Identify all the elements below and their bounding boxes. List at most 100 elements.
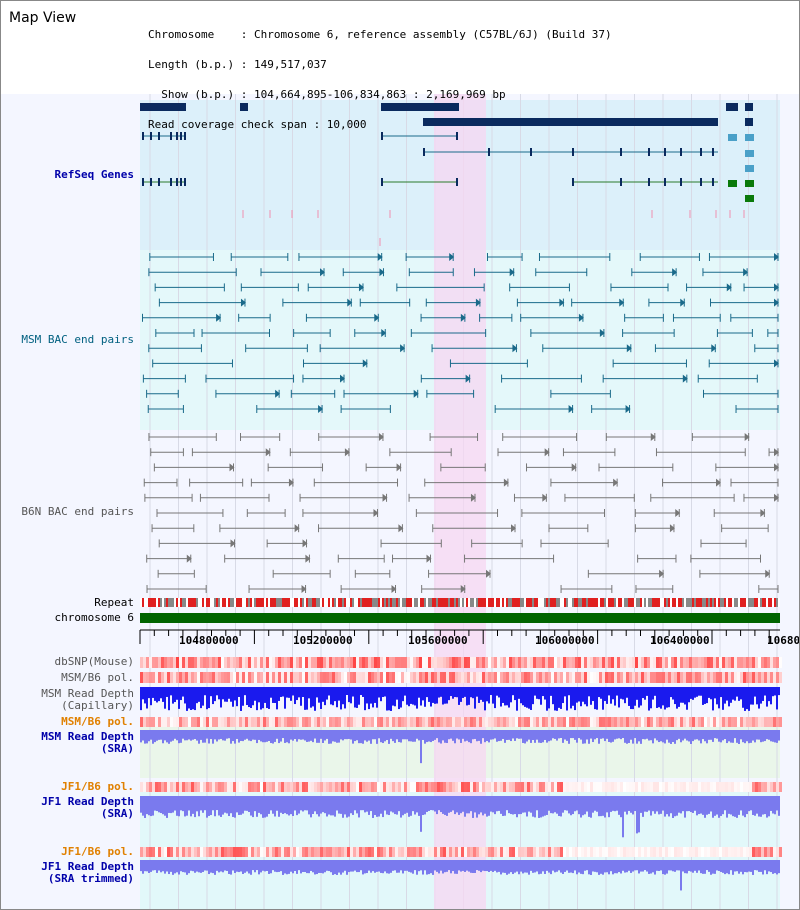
sra-depth-bar bbox=[620, 860, 622, 874]
polymorphism-cell bbox=[293, 717, 296, 727]
polymorphism-cell bbox=[767, 717, 770, 727]
polymorphism-cell bbox=[335, 717, 338, 727]
repeat-segment bbox=[634, 598, 636, 607]
repeat-segment bbox=[312, 598, 314, 607]
repeat-segment bbox=[602, 598, 604, 607]
sra-depth-bar bbox=[156, 730, 158, 741]
sra-depth-bar bbox=[748, 860, 750, 872]
sra-depth-bar bbox=[494, 730, 496, 739]
polymorphism-cell bbox=[596, 717, 599, 727]
sra-depth-bar bbox=[664, 796, 666, 817]
sra-depth-bar bbox=[160, 860, 162, 873]
read-depth-bar bbox=[636, 687, 638, 700]
polymorphism-cell bbox=[509, 847, 512, 857]
sra-depth-bar bbox=[140, 860, 142, 872]
polymorphism-cell bbox=[737, 657, 740, 668]
polymorphism-cell bbox=[599, 657, 602, 668]
gene-exon bbox=[530, 148, 532, 156]
track-label-refseq[interactable]: RefSeq Genes bbox=[54, 168, 134, 181]
polymorphism-cell bbox=[659, 657, 662, 668]
read-depth-bar bbox=[318, 687, 320, 703]
read-depth-bar bbox=[420, 687, 422, 706]
polymorphism-cell bbox=[683, 782, 686, 792]
polymorphism-cell bbox=[716, 717, 719, 727]
sra-depth-bar bbox=[588, 796, 590, 817]
read-depth-bar bbox=[524, 687, 526, 707]
sra-depth-bar bbox=[470, 860, 472, 873]
sra-depth-bar bbox=[388, 860, 390, 874]
sra-depth-bar bbox=[428, 860, 430, 875]
polymorphism-cell bbox=[398, 717, 401, 727]
repeat-segment bbox=[354, 598, 356, 607]
polymorphism-cell bbox=[182, 847, 185, 857]
sra-depth-bar bbox=[358, 730, 360, 744]
sra-depth-bar bbox=[448, 730, 450, 740]
polymorphism-cell bbox=[692, 717, 695, 727]
read-depth-bar bbox=[156, 687, 158, 703]
repeat-segment bbox=[612, 598, 614, 607]
sra-depth-bar bbox=[290, 860, 292, 872]
polymorphism-cell bbox=[350, 717, 353, 727]
sra-depth-bar bbox=[420, 860, 422, 871]
sra-depth-bar bbox=[778, 796, 780, 816]
polymorphism-cell bbox=[611, 657, 614, 668]
polymorphism-cell bbox=[482, 717, 485, 727]
polymorphism-cell bbox=[143, 782, 146, 792]
polymorphism-cell bbox=[539, 672, 542, 683]
sra-depth-bar bbox=[368, 860, 370, 871]
sra-depth-bar bbox=[734, 860, 736, 872]
sra-depth-bar bbox=[424, 860, 426, 871]
repeat-segment bbox=[498, 598, 500, 607]
polymorphism-cell bbox=[404, 782, 407, 792]
repeat-segment bbox=[198, 598, 200, 607]
track-label-msm-bac[interactable]: MSM BAC end pairs bbox=[21, 333, 134, 346]
sra-depth-bar bbox=[636, 730, 638, 744]
sra-depth-bar bbox=[222, 796, 224, 815]
sra-depth-bar bbox=[768, 796, 770, 817]
sra-depth-bar bbox=[224, 730, 226, 741]
sra-depth-bar bbox=[380, 796, 382, 814]
read-depth-bar bbox=[282, 687, 284, 697]
read-depth-bar bbox=[658, 687, 660, 708]
sra-depth-bar bbox=[552, 730, 554, 739]
sra-depth-bar bbox=[634, 730, 636, 739]
polymorphism-cell bbox=[662, 657, 665, 668]
polymorphism-cell bbox=[467, 672, 470, 683]
polymorphism-cell bbox=[530, 782, 533, 792]
repeat-segment bbox=[562, 598, 564, 607]
sra-depth-bar bbox=[586, 796, 588, 812]
repeat-segment bbox=[350, 598, 352, 607]
polymorphism-cell bbox=[722, 847, 725, 857]
repeat-segment bbox=[310, 598, 312, 607]
sra-depth-bar bbox=[668, 860, 670, 871]
polymorphism-cell bbox=[419, 672, 422, 683]
repeat-segment bbox=[472, 598, 474, 607]
track-label-msm-depth-cap: MSM Read Depth bbox=[41, 687, 134, 700]
repeat-segment bbox=[294, 598, 296, 607]
sra-depth-bar bbox=[460, 730, 462, 743]
sra-depth-bar bbox=[698, 796, 700, 815]
polymorphism-cell bbox=[479, 672, 482, 683]
sra-depth-bar bbox=[596, 860, 598, 873]
polymorphism-cell bbox=[374, 782, 377, 792]
sra-depth-bar bbox=[510, 860, 512, 873]
sra-depth-bar bbox=[434, 860, 436, 871]
sra-depth-bar bbox=[530, 796, 532, 813]
repeat-segment bbox=[598, 598, 600, 607]
read-depth-bar bbox=[492, 687, 494, 704]
track-label-b6n-bac[interactable]: B6N BAC end pairs bbox=[21, 505, 134, 518]
polymorphism-cell bbox=[200, 782, 203, 792]
track-label-msm-b6-pol-sra: MSM/B6 pol. bbox=[61, 715, 134, 728]
read-depth-bar bbox=[516, 687, 518, 711]
polymorphism-cell bbox=[713, 657, 716, 668]
polymorphism-cell bbox=[191, 657, 194, 668]
sra-depth-bar bbox=[210, 730, 212, 740]
sra-depth-bar bbox=[746, 796, 748, 815]
polymorphism-cell bbox=[302, 847, 305, 857]
polymorphism-cell bbox=[581, 657, 584, 668]
repeat-segment bbox=[258, 598, 260, 607]
polymorphism-cell bbox=[143, 672, 146, 683]
polymorphism-cell bbox=[350, 847, 353, 857]
polymorphism-cell bbox=[311, 672, 314, 683]
